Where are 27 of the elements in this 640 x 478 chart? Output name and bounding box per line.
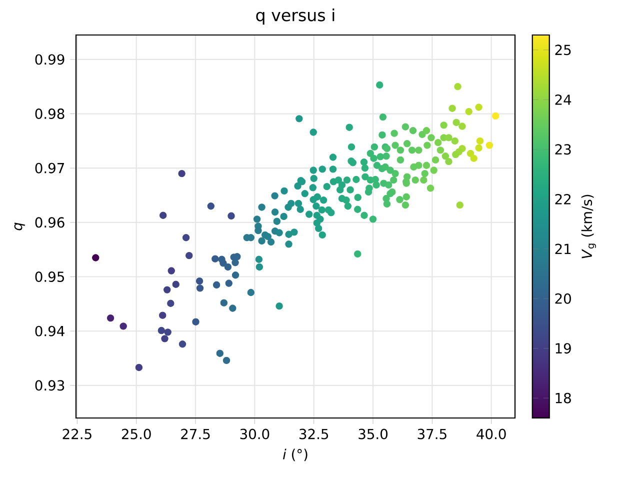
y-tick-label: 0.95 [35,272,64,282]
color-bar-label: 20 [555,293,571,304]
x-tick-label: 25.0 [122,428,151,440]
x-tick-label: 30.0 [240,428,270,440]
color-bar-title: V$_{g}$ (km/s) [581,194,596,258]
x-axis-title: i (°) [283,448,308,462]
y-tick-label: 0.98 [35,108,64,120]
color-bar-label: 18 [556,392,571,404]
color-bar-label: 23 [555,144,571,155]
x-tick-label: 22.5 [62,428,92,440]
color-bar-label: 24 [555,94,572,105]
color-bar-label: 22 [555,194,570,204]
y-tick-label: 0.93 [35,380,64,391]
color-bar-label: 25 [555,44,571,56]
x-tick-label: 40.0 [476,428,506,440]
x-tick-label: 32.5 [300,428,328,440]
x-tick-label: 37.5 [418,428,446,440]
y-tick-label: 0.96 [35,217,64,228]
chart-title: q versus i [256,8,334,25]
color-bar-label: 21 [555,244,571,254]
y-tick-label: 0.99 [35,54,64,65]
y-axis-title: q [14,222,25,230]
x-tick-label: 27.5 [181,428,210,440]
y-tick-label: 0.97 [35,162,64,174]
color-bar-label: 19 [556,343,571,354]
x-tick-label: 35.0 [358,428,388,440]
y-tick-label: 0.94 [35,326,64,336]
